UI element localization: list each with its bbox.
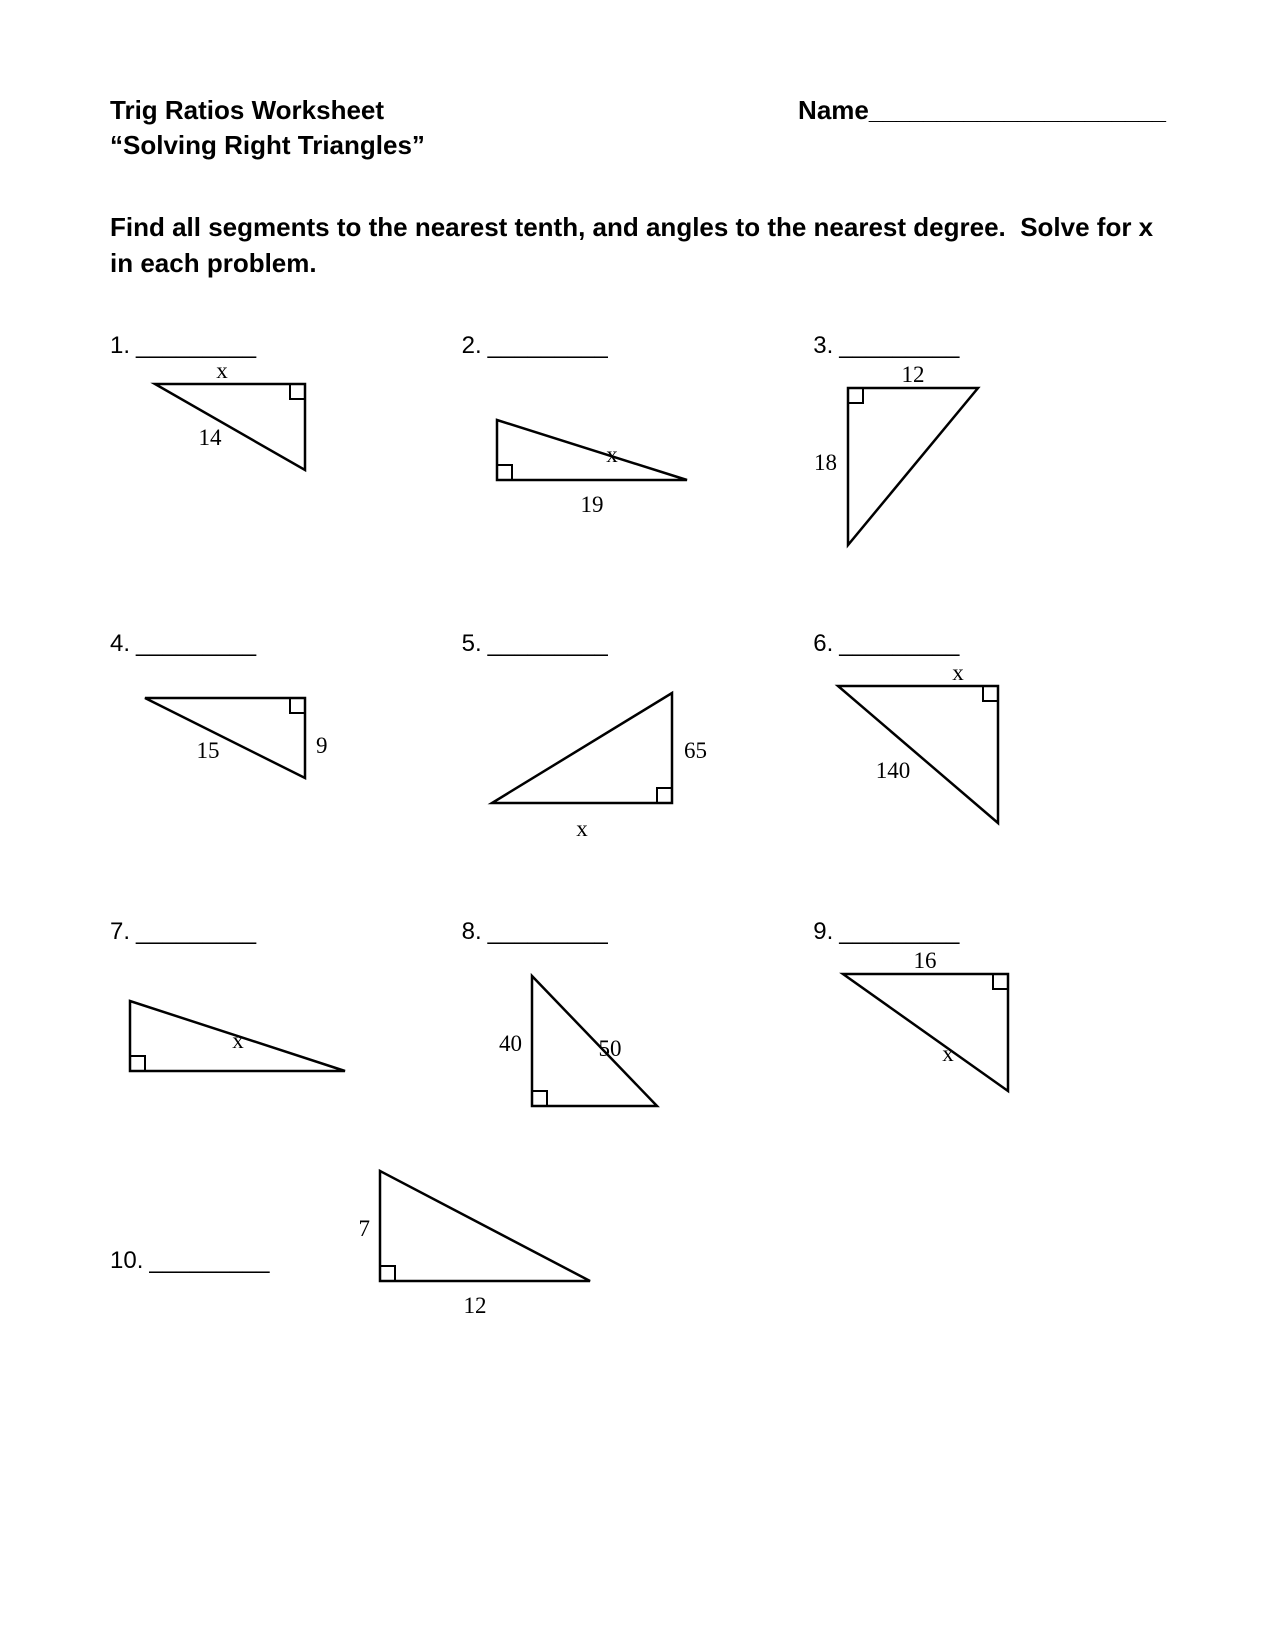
answer-blank[interactable]: _________ [149, 1247, 269, 1275]
label-hyp: x [232, 1028, 244, 1053]
label-hyp: 50 [598, 1036, 621, 1061]
label-right: 65 [684, 738, 707, 763]
triangle-figure: 65 x [462, 658, 742, 848]
label-left: 40 [499, 1031, 522, 1056]
problem-row: 10. _________ 7 12 [110, 1161, 1165, 1331]
problem-6: 6. _________ x 140 [813, 630, 1165, 848]
problem-row: 1. _________ x 14 2. _________ x 19 3. _… [110, 332, 1165, 560]
label-bottom: 19 [580, 492, 603, 517]
problem-row: 4. _________ 15 9 5. _________ 65 x 6. _… [110, 630, 1165, 848]
triangle-figure: x [110, 946, 380, 1106]
answer-blank[interactable]: _________ [488, 332, 608, 360]
problem-number: 8. [462, 918, 482, 946]
problem-4: 4. _________ 15 9 [110, 630, 462, 848]
problem-9: 9. _________ 16 x [813, 918, 1165, 1136]
label-left: 18 [814, 450, 837, 475]
triangle-figure: x 14 [110, 360, 360, 510]
label-top: x [216, 360, 228, 383]
answer-blank[interactable]: _________ [136, 918, 256, 946]
problem-3: 3. _________ 12 18 [813, 332, 1165, 560]
label-hyp: 14 [199, 425, 223, 450]
worksheet-title: Trig Ratios Worksheet [110, 95, 384, 126]
label-hyp: x [606, 442, 618, 467]
triangle-figure: 7 12 [340, 1161, 640, 1331]
triangle-figure: 12 18 [813, 360, 1063, 560]
problem-row: 7. _________ x 8. _________ 40 50 9. ___… [110, 918, 1165, 1136]
label-hyp: x [943, 1041, 955, 1066]
problem-1: 1. _________ x 14 [110, 332, 462, 560]
answer-blank[interactable]: _________ [839, 332, 959, 360]
problem-number: 7. [110, 918, 130, 946]
label-top: x [953, 660, 965, 685]
triangle-figure: 40 50 [462, 946, 722, 1136]
label-right: 9 [316, 733, 328, 758]
problem-10: 10. _________ 7 12 [110, 1161, 1165, 1331]
name-field: Name______________________ [798, 95, 1165, 126]
problem-number: 2. [462, 332, 482, 360]
triangle-figure: x 140 [813, 658, 1063, 848]
triangle-figure: x 19 [462, 360, 742, 540]
triangle-figure: 16 x [813, 946, 1063, 1116]
instructions: Find all segments to the nearest tenth, … [110, 209, 1165, 282]
label-hyp: 15 [197, 738, 220, 763]
answer-blank[interactable]: _________ [839, 918, 959, 946]
header-row: Trig Ratios Worksheet Name______________… [110, 95, 1165, 126]
problem-number: 6. [813, 630, 833, 658]
label-top: 16 [914, 948, 937, 973]
problems-grid: 1. _________ x 14 2. _________ x 19 3. _… [110, 332, 1165, 1331]
label-top: 12 [902, 362, 925, 387]
label-bottom: x [576, 816, 588, 841]
triangle-figure: 15 9 [110, 658, 360, 808]
label-hyp: 140 [876, 758, 911, 783]
problem-number: 1. [110, 332, 130, 360]
problem-5: 5. _________ 65 x [462, 630, 814, 848]
problem-7: 7. _________ x [110, 918, 462, 1136]
answer-blank[interactable]: _________ [136, 630, 256, 658]
worksheet-subtitle: “Solving Right Triangles” [110, 130, 1165, 161]
answer-blank[interactable]: _________ [488, 918, 608, 946]
problem-number: 4. [110, 630, 130, 658]
problem-number: 10. [110, 1247, 143, 1275]
answer-blank[interactable]: _________ [136, 332, 256, 360]
problem-2: 2. _________ x 19 [462, 332, 814, 560]
label-left: 7 [358, 1216, 370, 1241]
answer-blank[interactable]: _________ [488, 630, 608, 658]
problem-number: 5. [462, 630, 482, 658]
problem-number: 3. [813, 332, 833, 360]
problem-number: 9. [813, 918, 833, 946]
problem-8: 8. _________ 40 50 [462, 918, 814, 1136]
label-bottom: 12 [463, 1293, 486, 1318]
answer-blank[interactable]: _________ [839, 630, 959, 658]
